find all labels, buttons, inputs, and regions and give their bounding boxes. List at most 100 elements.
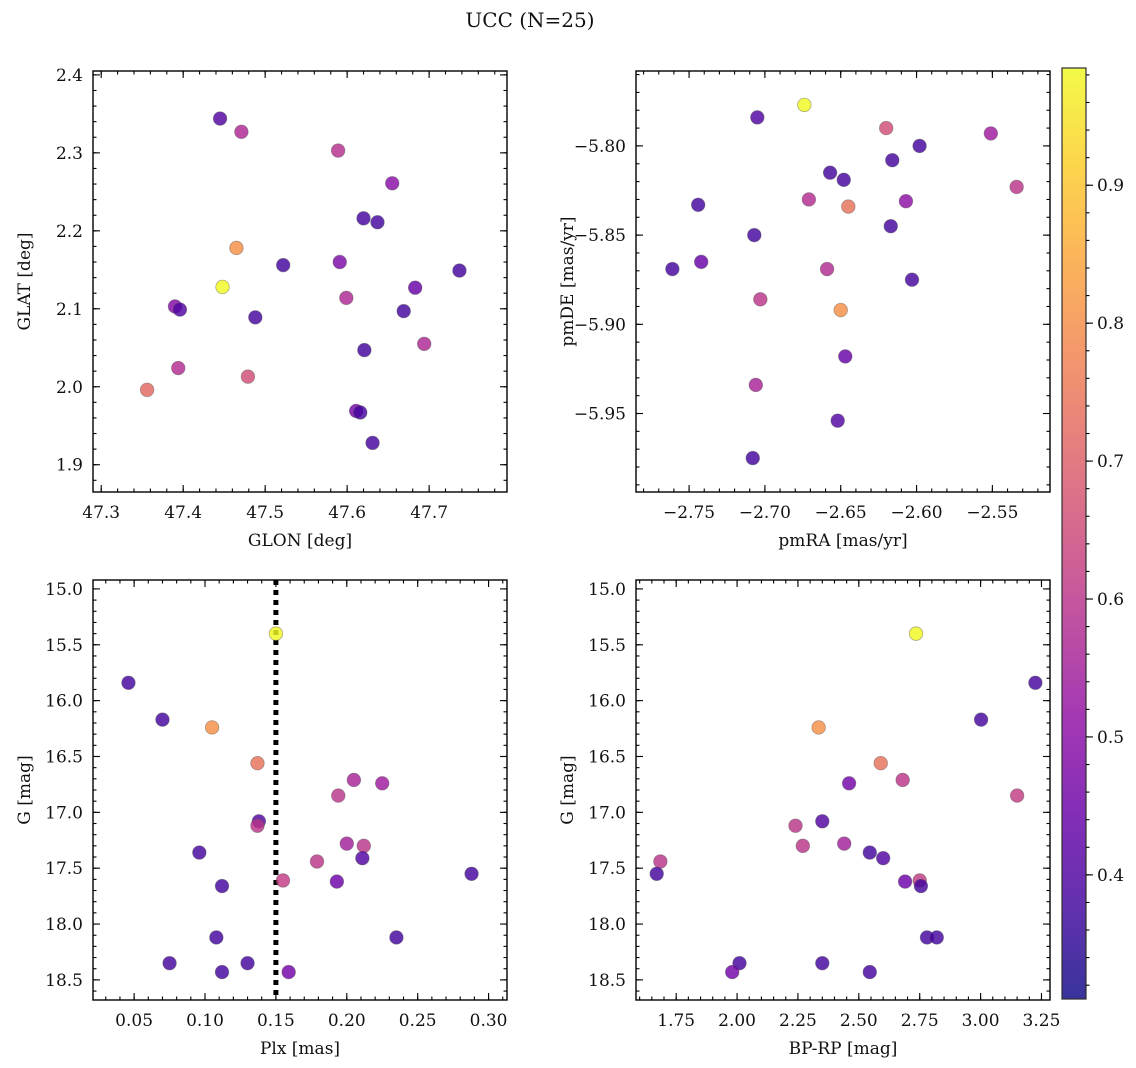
data-point bbox=[155, 712, 170, 727]
data-point bbox=[819, 261, 835, 277]
data-point bbox=[234, 124, 249, 140]
x-tick-label: 0.05 bbox=[115, 1011, 153, 1031]
y-tick-label: 2.0 bbox=[56, 378, 83, 398]
data-point bbox=[464, 866, 479, 881]
data-point bbox=[355, 850, 370, 866]
y-tick-label: 18.5 bbox=[588, 971, 626, 991]
data-point bbox=[822, 165, 838, 180]
data-point bbox=[357, 342, 372, 358]
y-axis-label: pmDE [mas/yr] bbox=[558, 216, 578, 346]
data-point bbox=[370, 215, 385, 230]
x-tick-label: −2.55 bbox=[966, 503, 1018, 523]
data-point bbox=[753, 292, 768, 307]
y-tick-label: 16.0 bbox=[588, 692, 626, 712]
data-point bbox=[330, 143, 346, 158]
y-axis-label: G [mag] bbox=[15, 755, 35, 824]
x-tick-label: 47.6 bbox=[328, 503, 366, 523]
data-point bbox=[250, 755, 265, 771]
figure-title: UCC (N=25) bbox=[465, 8, 594, 32]
data-point bbox=[750, 110, 765, 125]
x-tick-label: 1.75 bbox=[657, 1011, 695, 1031]
x-axis-label: pmRA [mas/yr] bbox=[778, 531, 907, 551]
data-point bbox=[973, 712, 989, 727]
data-point bbox=[1009, 788, 1025, 803]
y-tick-label: −5.85 bbox=[574, 226, 626, 246]
x-axis-label: BP-RP [mag] bbox=[789, 1039, 898, 1059]
x-tick-label: 0.30 bbox=[470, 1011, 508, 1031]
data-point bbox=[913, 878, 929, 894]
data-point bbox=[215, 279, 230, 295]
data-point bbox=[883, 218, 898, 234]
data-point bbox=[724, 964, 740, 980]
data-point bbox=[240, 369, 256, 384]
x-axis-label: GLON [deg] bbox=[248, 531, 352, 551]
data-point bbox=[248, 310, 263, 325]
data-point bbox=[862, 845, 877, 860]
x-tick-label: −2.65 bbox=[815, 503, 867, 523]
data-point bbox=[879, 120, 894, 136]
color-magnitude-panel: 1.75 2.00 2.25 2.50 2.75 3.00 3.25 15.0 15.5 16.0… bbox=[558, 579, 1060, 1059]
data-point bbox=[885, 152, 900, 168]
data-point bbox=[250, 818, 265, 833]
data-point bbox=[841, 776, 857, 791]
data-point bbox=[214, 878, 230, 894]
data-point bbox=[1028, 675, 1043, 690]
data-point bbox=[694, 254, 709, 270]
data-point bbox=[346, 772, 362, 788]
y-tick-label: 16.0 bbox=[45, 692, 83, 712]
data-point bbox=[339, 836, 354, 851]
data-point bbox=[841, 199, 856, 214]
data-point bbox=[331, 788, 346, 803]
data-point bbox=[356, 838, 372, 854]
data-point bbox=[912, 138, 927, 154]
data-point bbox=[815, 955, 830, 971]
data-point bbox=[898, 194, 914, 209]
x-tick-label: 47.7 bbox=[410, 503, 448, 523]
colorbar-gradient bbox=[1061, 67, 1087, 1000]
y-tick-label: −5.95 bbox=[574, 405, 626, 425]
x-tick-label: 2.00 bbox=[718, 1011, 756, 1031]
data-point bbox=[833, 302, 848, 318]
data-point bbox=[653, 854, 668, 869]
data-point bbox=[665, 261, 680, 277]
x-tick-label: 47.4 bbox=[164, 503, 202, 523]
data-point bbox=[897, 874, 913, 889]
data-point bbox=[356, 211, 371, 226]
data-point bbox=[385, 176, 400, 191]
data-point bbox=[417, 336, 432, 352]
data-point bbox=[214, 964, 230, 980]
data-point bbox=[389, 930, 404, 945]
y-tick-label: 1.9 bbox=[56, 456, 83, 476]
x-tick-label: 0.15 bbox=[257, 1011, 295, 1031]
y-tick-label: 15.0 bbox=[588, 580, 626, 600]
x-tick-label: 2.25 bbox=[779, 1011, 817, 1031]
x-tick-label: 47.3 bbox=[82, 503, 120, 523]
y-tick-label: 15.5 bbox=[588, 636, 626, 656]
data-point bbox=[875, 850, 891, 866]
y-tick-label: 2.4 bbox=[56, 66, 83, 86]
x-tick-label: 0.20 bbox=[328, 1011, 366, 1031]
plot-frame bbox=[92, 70, 508, 493]
data-point bbox=[1009, 179, 1024, 195]
data-point bbox=[452, 263, 467, 278]
x-tick-label: −2.60 bbox=[890, 503, 942, 523]
data-point bbox=[353, 405, 368, 420]
data-point bbox=[830, 413, 845, 428]
x-tick-label: 0.25 bbox=[399, 1011, 437, 1031]
data-point bbox=[815, 814, 830, 829]
data-point bbox=[192, 845, 207, 860]
y-tick-label: 18.5 bbox=[45, 971, 83, 991]
data-point bbox=[204, 720, 220, 735]
data-point bbox=[268, 626, 284, 641]
data-point bbox=[329, 874, 345, 889]
y-tick-label: 2.1 bbox=[56, 300, 83, 320]
y-tick-label: −5.90 bbox=[574, 315, 626, 335]
y-tick-label: 17.0 bbox=[588, 803, 626, 823]
colorbar-tick-label: 0.6 bbox=[1097, 590, 1124, 610]
data-point bbox=[837, 836, 852, 851]
x-tick-label: −2.70 bbox=[739, 503, 791, 523]
colorbar-tick-label: 0.7 bbox=[1097, 452, 1124, 472]
data-point bbox=[339, 290, 354, 306]
x-tick-label: −2.75 bbox=[663, 503, 715, 523]
